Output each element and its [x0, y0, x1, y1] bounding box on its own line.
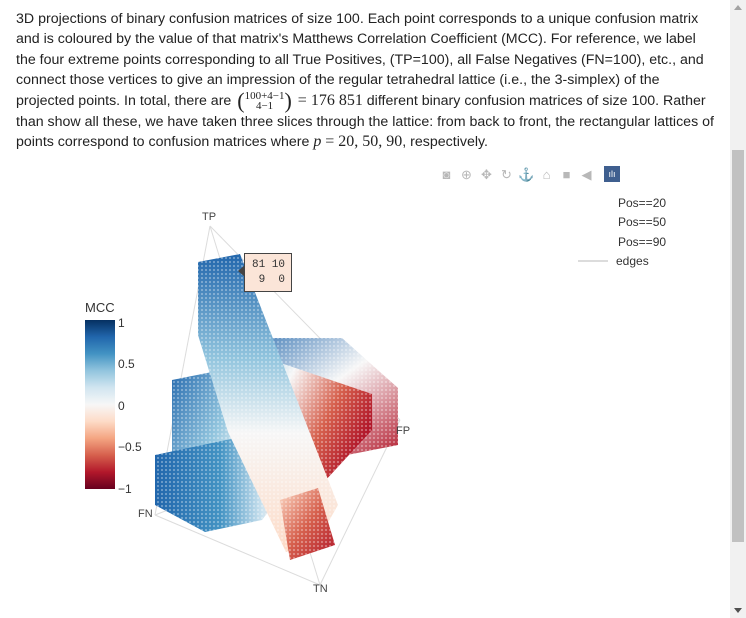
binom-right-paren: ): [284, 88, 292, 114]
colorbar: [85, 320, 115, 489]
plotly-modebar: ◙ ⊕ ✥ ↻ ⚓ ⌂ ■ ◀ ılı: [438, 164, 620, 184]
vertex-label-tp: TP: [202, 211, 216, 223]
caption-text-2: different binary confusion matrices of s…: [16, 92, 714, 151]
orbit-icon[interactable]: ↻: [501, 166, 512, 182]
slice-pos90: [155, 254, 338, 560]
legend-label: Pos==90: [618, 234, 667, 249]
binomial-coefficient: ( 100+4−1 4−1 ): [237, 90, 292, 112]
vertex-label-fp: FP: [396, 425, 410, 437]
caption-text-1: 3D projections of binary confusion matri…: [16, 11, 704, 109]
colorbar-tick: −0.5: [118, 440, 142, 454]
legend-label: edges: [616, 254, 649, 269]
binom-equals: = 176 851: [297, 91, 363, 109]
reset-camera-icon[interactable]: ■: [562, 166, 571, 182]
colorbar-tick: −1: [118, 482, 132, 496]
binom-stack: 100+4−1 4−1: [244, 90, 285, 113]
tooltip-row-2: 9 0: [252, 274, 286, 286]
p-values: = 20, 50, 90: [325, 133, 403, 151]
binom-bottom: 4−1: [255, 100, 274, 113]
plotly-logo-icon[interactable]: ılı: [604, 166, 620, 182]
vertex-label-fn: FN: [138, 508, 153, 520]
p-variable: p: [313, 133, 322, 151]
vertical-scrollbar[interactable]: [730, 0, 746, 618]
legend-item-pos50[interactable]: Pos==50: [580, 213, 666, 233]
legend-item-pos90[interactable]: Pos==90: [580, 232, 666, 252]
tooltip-row-1: 81 10: [252, 259, 286, 271]
binom-top: 100+4−1: [244, 90, 285, 103]
scroll-down-icon[interactable]: [734, 608, 742, 613]
binom-left-paren: (: [237, 88, 245, 114]
plot-3d-scene[interactable]: TP FP FN TN: [0, 185, 720, 618]
colorbar-tick: 1: [118, 316, 125, 330]
scroll-up-icon[interactable]: [734, 5, 742, 10]
legend-label: Pos==50: [618, 215, 667, 230]
hover-icon[interactable]: ◀: [581, 166, 592, 182]
scroll-thumb[interactable]: [732, 150, 744, 542]
turntable-icon[interactable]: ⚓: [518, 166, 535, 182]
zoom-icon[interactable]: ⊕: [461, 166, 472, 182]
colorbar-tick: 0: [118, 399, 125, 413]
caption-text-3: , respectively.: [402, 134, 488, 151]
legend-item-pos20[interactable]: Pos==20: [580, 193, 666, 213]
pan-icon[interactable]: ✥: [481, 166, 492, 182]
legend: Pos==20 Pos==50 Pos==90 edges: [578, 193, 666, 272]
camera-icon[interactable]: ◙: [442, 166, 451, 182]
legend-label: Pos==20: [618, 195, 667, 210]
colorbar-tick: 0.5: [118, 357, 135, 371]
legend-item-edges[interactable]: edges: [578, 252, 666, 272]
vertex-label-tn: TN: [313, 583, 328, 595]
home-icon[interactable]: ⌂: [542, 166, 551, 182]
figure-caption: 3D projections of binary confusion matri…: [16, 9, 718, 153]
hover-tooltip: 81 10 9 0: [237, 253, 293, 292]
legend-swatch-line: [578, 260, 608, 263]
colorbar-title: MCC: [85, 300, 115, 315]
